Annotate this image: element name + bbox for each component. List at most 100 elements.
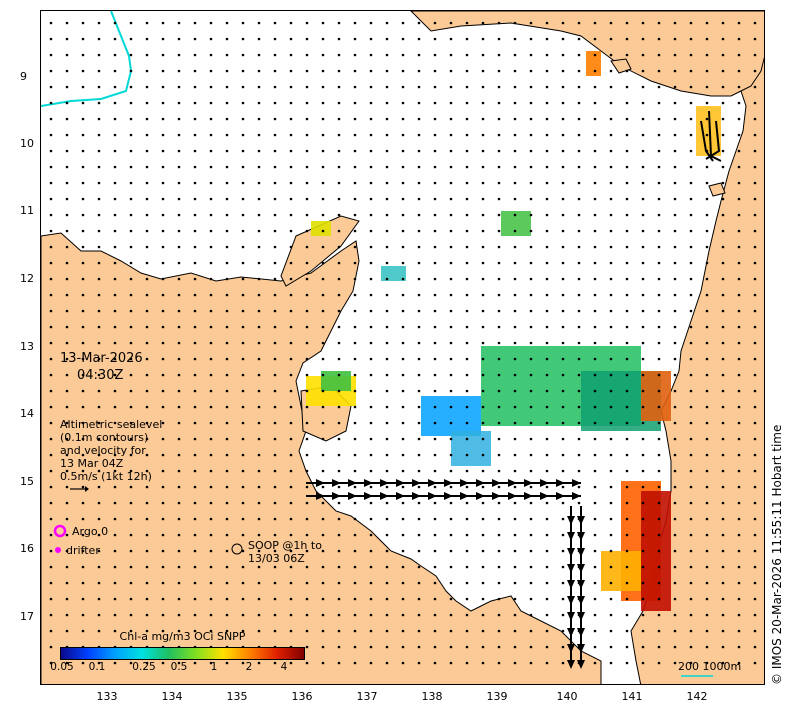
velocity-dot — [257, 53, 261, 57]
velocity-dot — [497, 53, 501, 57]
velocity-dot — [113, 485, 117, 489]
velocity-dot — [129, 213, 133, 217]
velocity-dot — [129, 165, 133, 169]
velocity-dot — [161, 261, 165, 265]
soop-arrowhead — [572, 479, 581, 487]
velocity-dot — [289, 357, 293, 361]
velocity-dot — [417, 629, 421, 633]
velocity-dot — [657, 501, 661, 505]
velocity-dot — [673, 85, 677, 89]
velocity-dot — [321, 581, 325, 585]
map-canvas[interactable] — [41, 11, 765, 685]
velocity-dot — [481, 53, 485, 57]
velocity-dot — [753, 373, 757, 377]
velocity-dot — [417, 517, 421, 521]
velocity-dot — [353, 277, 357, 281]
velocity-dot — [65, 53, 69, 57]
velocity-dot — [513, 517, 517, 521]
velocity-dot — [113, 21, 117, 25]
velocity-dot — [49, 437, 53, 441]
velocity-dot — [353, 389, 357, 393]
velocity-dot — [657, 133, 661, 137]
velocity-dot — [193, 293, 197, 297]
velocity-dot — [289, 325, 293, 329]
island-peninsula — [280, 215, 360, 287]
velocity-dot — [545, 533, 549, 537]
velocity-dot — [273, 21, 277, 25]
map-panel[interactable] — [40, 10, 765, 685]
velocity-dot — [545, 597, 549, 601]
velocity-dot — [737, 405, 741, 409]
velocity-dot — [561, 517, 565, 521]
velocity-dot — [161, 661, 165, 665]
velocity-dot — [673, 325, 677, 329]
velocity-dot — [705, 501, 709, 505]
velocity-dot — [705, 101, 709, 105]
velocity-dot — [641, 549, 645, 553]
velocity-dot — [657, 325, 661, 329]
velocity-dot — [561, 53, 565, 57]
lat-tick-10: 10 — [20, 137, 34, 150]
velocity-dot — [593, 501, 597, 505]
velocity-dot — [81, 533, 85, 537]
velocity-dot — [385, 517, 389, 521]
velocity-dot — [337, 149, 341, 153]
velocity-dot — [417, 485, 421, 489]
velocity-dot — [481, 453, 485, 457]
velocity-dot — [289, 181, 293, 185]
velocity-dot — [641, 261, 645, 265]
velocity-dot — [209, 405, 213, 409]
velocity-dot — [385, 165, 389, 169]
velocity-dot — [449, 85, 453, 89]
velocity-dot — [705, 661, 709, 665]
velocity-dot — [577, 117, 581, 121]
velocity-dot — [689, 37, 693, 41]
velocity-dot — [689, 101, 693, 105]
velocity-dot — [81, 501, 85, 505]
velocity-dot — [417, 501, 421, 505]
velocity-dot — [113, 661, 117, 665]
velocity-dot — [113, 565, 117, 569]
velocity-dot — [465, 293, 469, 297]
velocity-dot — [273, 549, 277, 553]
velocity-dot — [673, 533, 677, 537]
velocity-dot — [449, 309, 453, 313]
velocity-dot — [209, 325, 213, 329]
velocity-dot — [81, 373, 85, 377]
velocity-dot — [209, 181, 213, 185]
colorbar-gradient — [60, 647, 305, 660]
velocity-dot — [337, 501, 341, 505]
velocity-dot — [65, 597, 69, 601]
velocity-dot — [737, 517, 741, 521]
velocity-dot — [689, 181, 693, 185]
velocity-dot — [97, 53, 101, 57]
velocity-dot — [289, 341, 293, 345]
velocity-dot — [305, 245, 309, 249]
velocity-dot — [129, 549, 133, 553]
velocity-dot — [433, 133, 437, 137]
velocity-dot — [161, 53, 165, 57]
velocity-dot — [305, 133, 309, 137]
velocity-dot — [417, 85, 421, 89]
velocity-dot — [241, 629, 245, 633]
velocity-dot — [385, 261, 389, 265]
velocity-dot — [113, 405, 117, 409]
velocity-dot — [689, 293, 693, 297]
velocity-dot — [65, 453, 69, 457]
velocity-dot — [321, 485, 325, 489]
velocity-dot — [193, 373, 197, 377]
velocity-dot — [449, 341, 453, 345]
velocity-dot — [497, 133, 501, 137]
velocity-dot — [417, 373, 421, 377]
velocity-dot — [225, 533, 229, 537]
velocity-dot — [257, 485, 261, 489]
velocity-dot — [273, 37, 277, 41]
velocity-dot — [657, 469, 661, 473]
soop-arrowhead — [577, 628, 585, 637]
velocity-dot — [625, 181, 629, 185]
velocity-dot — [465, 245, 469, 249]
velocity-dot — [561, 101, 565, 105]
velocity-dot — [689, 389, 693, 393]
velocity-dot — [209, 421, 213, 425]
velocity-dot — [657, 357, 661, 361]
